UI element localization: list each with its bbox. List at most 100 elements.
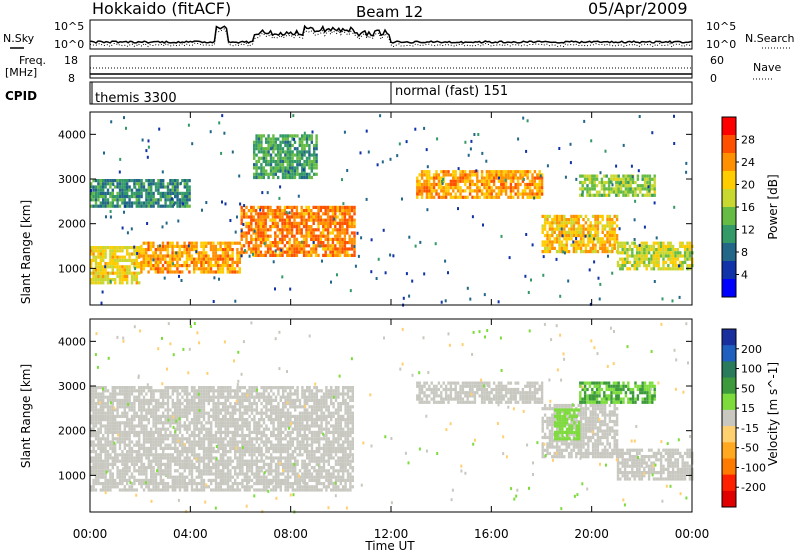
heatmap-cell [634, 187, 637, 191]
heatmap-cell [190, 402, 194, 406]
heatmap-cell [324, 247, 327, 251]
heatmap-cell [286, 153, 289, 157]
heatmap-cell [633, 244, 636, 248]
heatmap-cell [200, 424, 203, 428]
heatmap-cell [138, 437, 141, 441]
heatmap-cell [536, 173, 539, 177]
heatmap-cell [188, 450, 191, 454]
heatmap-cell [229, 421, 232, 425]
heatmap-cell [164, 482, 167, 486]
heatmap-cell [490, 195, 493, 199]
heatmap-cell [186, 185, 189, 189]
heatmap-cell [128, 443, 131, 447]
heatmap-cell [135, 182, 138, 186]
heatmap-cell [209, 264, 213, 268]
heatmap-cell [99, 418, 102, 422]
heatmap-cell [594, 230, 597, 234]
heatmap-cell [171, 389, 174, 393]
heatmap-cell [305, 253, 308, 257]
heatmap-cell [128, 450, 131, 454]
heatmap-cell [126, 405, 129, 409]
heatmap-cell [425, 195, 429, 199]
heatmap-cell [165, 221, 168, 225]
heatmap-cell [236, 264, 239, 268]
heatmap-cell [435, 189, 438, 193]
heatmap-cell [313, 147, 316, 151]
heatmap-cell [257, 247, 260, 251]
heatmap-cell [135, 204, 138, 208]
heatmap-cell [514, 176, 517, 180]
heatmap-cell [603, 193, 606, 197]
heatmap-cell [94, 450, 98, 454]
heatmap-cell [169, 188, 172, 192]
heatmap-cell [356, 231, 359, 235]
heatmap-cell [183, 260, 186, 264]
heatmap-cell [164, 453, 167, 457]
heatmap-cell [255, 405, 258, 409]
heatmap-cell [291, 163, 294, 167]
heatmap-cell [241, 472, 244, 476]
heatmap-cell [90, 389, 93, 393]
heatmap-cell [154, 389, 158, 393]
heatmap-cell [183, 386, 186, 390]
heatmap-cell [109, 414, 112, 418]
heatmap-cell [588, 180, 592, 185]
heatmap-cell [116, 421, 119, 425]
heatmap-cell [133, 245, 136, 249]
heatmap-cell [94, 437, 98, 441]
heatmap-cell [298, 140, 301, 144]
heatmap-cell [278, 247, 282, 251]
heatmap-cell [229, 443, 232, 447]
heatmap-cell [106, 434, 110, 438]
heatmap-cell [106, 482, 110, 486]
heatmap-cell [269, 234, 272, 238]
heatmap-cell [149, 248, 153, 252]
heatmap-cell [629, 184, 632, 188]
heatmap-cell [128, 392, 131, 396]
heatmap-cell [186, 182, 189, 186]
heatmap-cell [126, 265, 129, 269]
heatmap-cell [428, 186, 431, 190]
heatmap-cell [171, 405, 174, 409]
heatmap-cell [293, 134, 297, 138]
heatmap-cell [152, 264, 155, 268]
heatmap-cell [154, 418, 158, 422]
heatmap-cell [257, 172, 261, 176]
heatmap-cell [104, 402, 107, 406]
heatmap-cell [104, 185, 107, 189]
heatmap-cell [121, 414, 124, 418]
heatmap-cell [307, 215, 311, 219]
heatmap-cell [375, 277, 378, 280]
heatmap-cell [502, 170, 505, 174]
heatmap-cell [288, 211, 291, 215]
heatmap-cell [289, 147, 292, 151]
heatmap-cell [145, 149, 148, 153]
heatmap-cell [181, 440, 184, 444]
heatmap-cell [214, 421, 218, 425]
heatmap-cell [260, 488, 263, 492]
heatmap-cell [478, 186, 481, 190]
heatmap-cell [226, 395, 230, 399]
heatmap-cell [241, 392, 244, 396]
heatmap-cell [217, 260, 220, 264]
heatmap-cell [266, 212, 270, 216]
heatmap-cell [288, 225, 291, 229]
heatmap-cell [226, 270, 229, 274]
heatmap-cell [284, 166, 287, 170]
heatmap-cell [440, 189, 443, 193]
heatmap-cell [255, 482, 258, 486]
heatmap-cell [181, 244, 184, 248]
heatmap-cell [405, 272, 408, 276]
heatmap-cell [253, 418, 256, 422]
heatmap-cell [617, 177, 620, 181]
heatmap-cell [114, 418, 117, 422]
heatmap-cell [483, 186, 486, 190]
heatmap-cell [600, 177, 604, 181]
heatmap-cell [222, 469, 225, 473]
heatmap-cell [212, 488, 215, 492]
heatmap-cell [145, 424, 148, 428]
heatmap-cell [128, 402, 131, 406]
heatmap-cell [218, 277, 220, 281]
heatmap-cell [633, 218, 636, 222]
